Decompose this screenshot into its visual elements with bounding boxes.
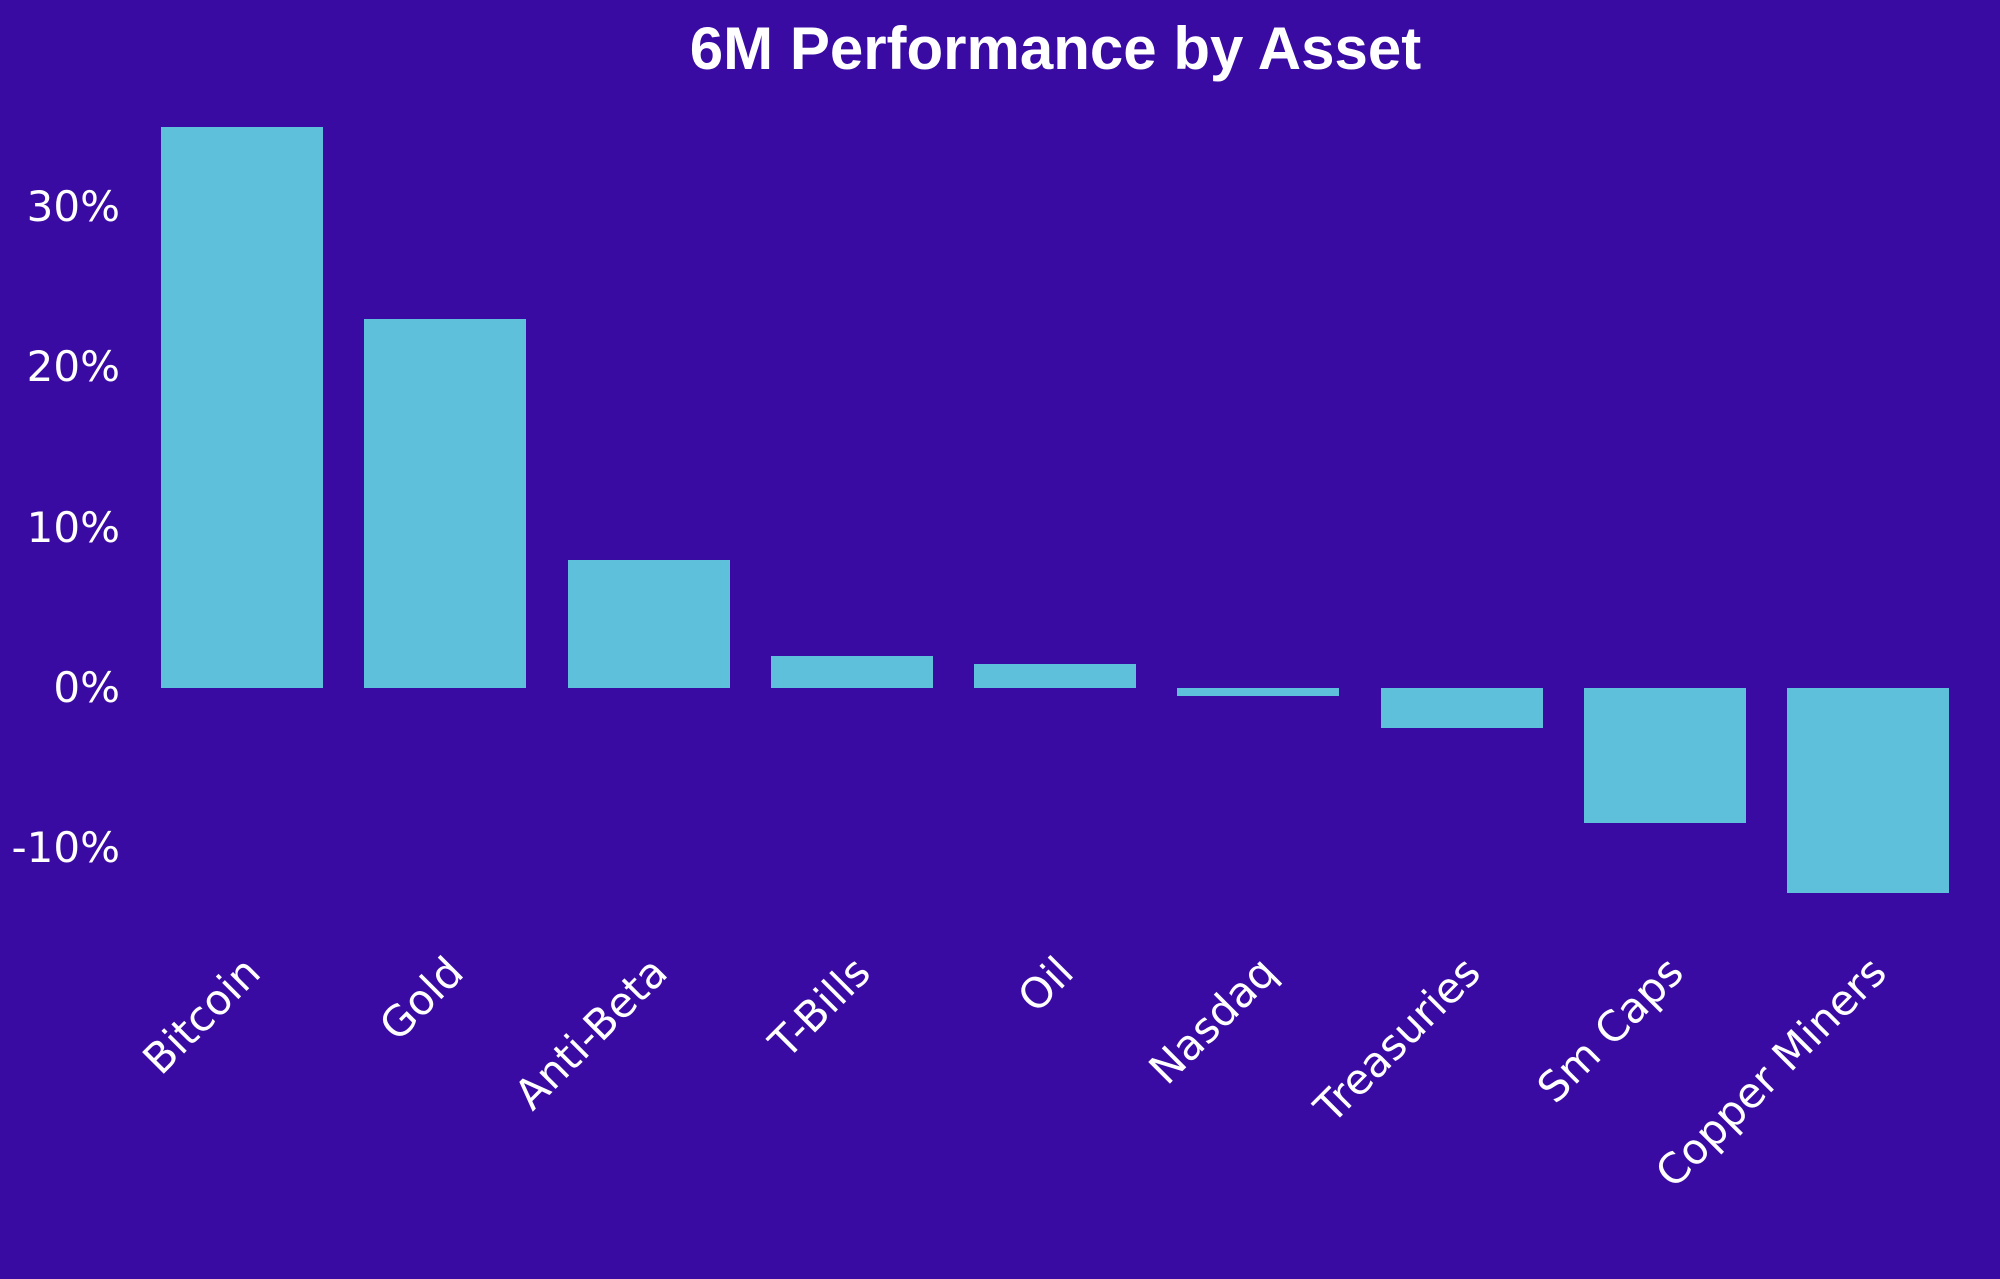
y-tick-label-0-: 0%: [53, 663, 120, 712]
bar-oil: [974, 663, 1136, 688]
y-tick-label--10-: -10%: [11, 823, 120, 873]
y-tick-label-10-: 10%: [26, 502, 120, 552]
bar-copper-miners: [1787, 688, 1949, 894]
bar-gold: [364, 319, 527, 688]
chart-canvas: 6M Performance by Asset 30% 20% 10% 0% -10% …: [11, 15, 1949, 1197]
y-tick-label-20-: 20%: [26, 342, 120, 392]
y-tick-label-30-: 30%: [26, 181, 120, 231]
chart-title: 6M Performance by Asset: [689, 15, 1422, 82]
x-tick-label-bitcoin: Bitcoin: [133, 947, 270, 1084]
bar-sm-caps: [1583, 688, 1746, 823]
bar-anti-beta: [567, 559, 730, 688]
bar-nasdaq: [1177, 688, 1340, 697]
bar-t-bills: [770, 655, 933, 688]
bar-bitcoin: [161, 126, 323, 688]
bar-treasuries: [1380, 688, 1543, 729]
